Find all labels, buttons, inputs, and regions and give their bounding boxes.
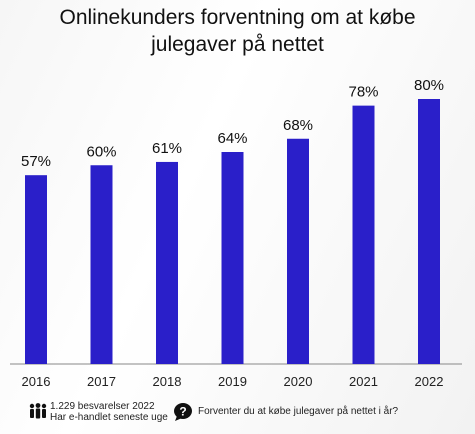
bar-2018: [156, 161, 178, 364]
people-icon: [29, 403, 47, 419]
data-label-2018: 61%: [152, 140, 182, 157]
data-label-2017: 60%: [86, 143, 116, 160]
respondents-note: 1.229 besvarelser 2022 Har e-handlet sen…: [50, 401, 168, 423]
chart-title: Onlinekunders forventning om at købe jul…: [0, 4, 475, 58]
chart-title-line-2: julegaver på nettet: [151, 33, 324, 56]
speech-bubble-question-icon: ?: [174, 403, 192, 421]
x-tick-label-2017: 2017: [87, 374, 116, 389]
x-tick-label-2019: 2019: [218, 374, 247, 389]
data-label-2022: 80%: [414, 77, 444, 94]
data-label-2016: 57%: [21, 153, 51, 170]
respondents-count: 1.229 besvarelser 2022: [50, 401, 155, 412]
x-tick-label-2020: 2020: [284, 374, 313, 389]
chart-footer: 1.229 besvarelser 2022 Har e-handlet sen…: [0, 397, 475, 434]
x-tick-label-2021: 2021: [349, 374, 378, 389]
bar-2021: [352, 105, 375, 364]
x-tick-label-2016: 2016: [22, 374, 51, 389]
data-label-2020: 68%: [283, 117, 313, 134]
bar-chart: 57% 2016 60% 2017 61% 2018 64% 2019 68% 2020 78% 20…: [10, 77, 462, 389]
bar-2016: [25, 175, 47, 364]
bar-2017: [90, 165, 113, 364]
bar-2020: [287, 138, 309, 364]
bar-2022: [418, 99, 440, 364]
respondents-criteria: Har e-handlet seneste uge: [50, 412, 168, 423]
data-label-2019: 64%: [217, 130, 247, 147]
x-tick-label-2022: 2022: [415, 374, 444, 389]
survey-question: Forventer du at købe julegaver på nettet…: [198, 406, 399, 417]
svg-text:?: ?: [179, 405, 186, 419]
chart-title-line-1: Onlinekunders forventning om at købe: [59, 6, 416, 29]
x-tick-label-2018: 2018: [153, 374, 182, 389]
bar-2019: [221, 152, 244, 364]
data-label-2021: 78%: [348, 84, 378, 101]
